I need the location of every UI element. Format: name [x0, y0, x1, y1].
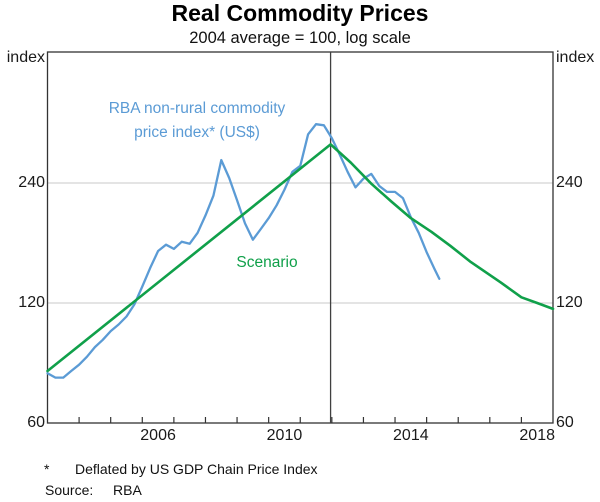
x-year-label: 2006	[140, 427, 176, 444]
x-year-label: 2018	[519, 427, 555, 444]
y-tick-label-right: 240	[556, 174, 583, 191]
footnote-text: Deflated by US GDP Chain Price Index	[75, 461, 318, 477]
series-line-1	[46, 123, 441, 379]
source-label: Source:	[45, 482, 94, 498]
series-line-2	[46, 143, 555, 373]
x-year-label: 2010	[266, 427, 303, 444]
series2-annotation: Scenario	[236, 254, 298, 271]
chart-subtitle: 2004 average = 100, log scale	[189, 29, 411, 47]
x-year-label: 2014	[393, 427, 429, 444]
y-unit-label-right: index	[556, 49, 595, 66]
y-tick-label-right: 60	[556, 414, 574, 431]
series1-annotation-line2: price index* (US$)	[134, 124, 260, 141]
footnote-marker: *	[44, 461, 50, 477]
series1-annotation-line1: RBA non-rural commodity	[108, 100, 286, 117]
y-unit-label-left: index	[6, 49, 45, 66]
source-value: RBA	[113, 482, 142, 498]
series1-annotation: RBA non-rural commodity price index* (US…	[52, 97, 342, 145]
y-tick-label-right: 120	[556, 294, 583, 311]
chart-title: Real Commodity Prices	[171, 0, 429, 26]
y-tick-label-left: 240	[18, 174, 45, 191]
y-tick-label-left: 60	[27, 414, 45, 431]
y-tick-label-left: 120	[18, 294, 45, 311]
